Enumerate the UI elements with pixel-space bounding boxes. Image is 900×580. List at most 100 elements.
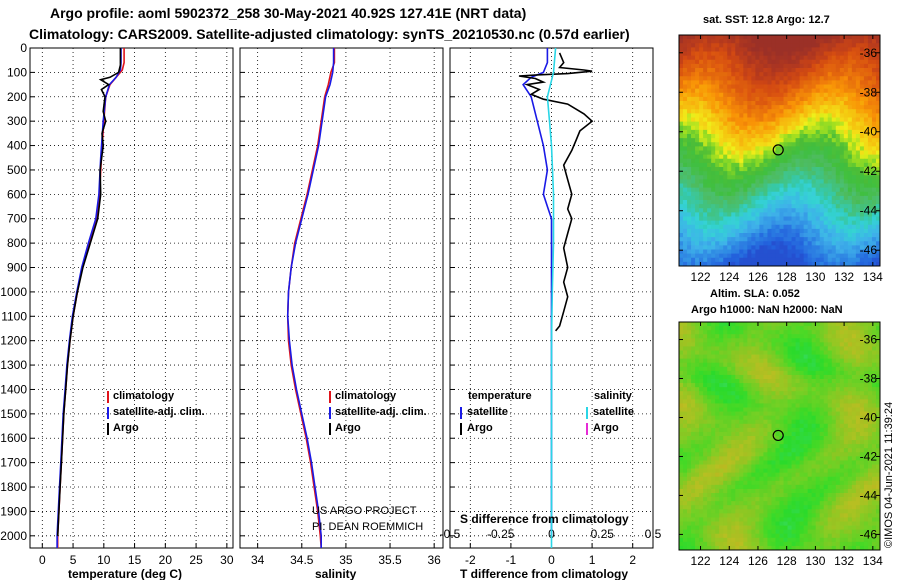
heatmap-cell [699,407,704,412]
heatmap-cell [783,212,788,217]
heatmap-cell [767,346,772,351]
heatmap-cell [827,436,833,441]
heatmap-cell [783,109,788,114]
heatmap-cell [715,191,720,197]
heatmap-cell [783,334,788,339]
heatmap-cell [711,411,716,417]
heatmap-cell [795,245,800,250]
heatmap-cell [719,200,724,205]
heatmap-cell [707,358,712,364]
heatmap-cell [827,109,833,114]
heatmap-cell [707,117,712,123]
heatmap-cell [679,423,684,429]
heatmap-cell [867,338,873,343]
heatmap-cell [707,399,712,404]
heatmap-cell [831,444,837,449]
heatmap-cell [819,362,825,368]
heatmap-cell [787,326,792,331]
heatmap-cell [839,121,845,127]
heatmap-cell [751,59,756,65]
heatmap-cell [867,411,873,417]
heatmap-cell [731,76,736,81]
heatmap-cell [799,195,805,201]
heatmap-cell [847,204,853,209]
heatmap-cell [735,245,740,250]
heatmap-cell [775,423,780,429]
heatmap-cell [727,403,732,408]
heatmap-cell [691,191,696,197]
heatmap-cell [843,346,849,351]
heatmap-cell [703,92,708,98]
heatmap-cell [715,431,720,437]
heatmap-cell [819,63,825,69]
heatmap-cell [839,138,845,143]
heatmap-cell [695,142,700,147]
heatmap-cell [803,105,809,110]
heatmap-cell [863,440,869,445]
heatmap-cell [835,346,841,351]
heatmap-cell [811,51,817,57]
heatmap-cell [787,366,792,372]
heatmap-cell [719,63,724,69]
heatmap-cell [863,224,869,230]
heatmap-cell [739,162,744,168]
heatmap-cell [783,407,788,412]
heatmap-cell [783,63,788,69]
heatmap-cell [775,452,780,457]
heatmap-cell [859,411,865,417]
heatmap-cell [719,330,724,335]
heatmap-cell [871,241,877,246]
heatmap-cell [819,216,825,222]
heatmap-cell [699,84,704,90]
heatmap-cell [703,179,708,184]
heatmap-cell [695,322,700,327]
heatmap-cell [783,427,788,433]
heatmap-cell [687,68,692,73]
heatmap-cell [795,342,800,347]
heatmap-cell [827,51,833,57]
heatmap-cell [715,346,720,351]
heatmap-cell [855,55,861,61]
heatmap-cell [775,448,780,453]
heatmap-cell [779,216,784,222]
heatmap-cell [735,241,740,246]
heatmap-cell [875,105,881,110]
heatmap-cell [683,326,688,331]
heatmap-cell [739,358,744,364]
heatmap-cell [811,216,817,222]
heatmap-cell [843,154,849,160]
heatmap-cell [755,138,760,143]
heatmap-cell [831,35,837,40]
heatmap-cell [787,59,792,65]
heatmap-cell [855,362,861,368]
heatmap-cell [759,183,764,189]
heatmap-cell [783,204,788,209]
heatmap-cell [803,208,809,213]
heatmap-cell [807,117,813,123]
heatmap-cell [775,395,780,400]
heatmap-cell [751,233,756,238]
heatmap-cell [679,249,684,255]
heatmap-cell [823,464,829,469]
heatmap-cell [779,395,784,400]
heatmap-cell [743,224,748,230]
heatmap-cell [755,142,760,147]
heatmap-cell [783,411,788,417]
heatmap-cell [751,101,756,106]
heatmap-cell [751,175,756,180]
heatmap-cell [783,436,788,441]
heatmap-cell [831,370,837,376]
heatmap-cell [763,411,768,417]
heatmap-cell [787,249,792,255]
heatmap-cell [775,383,780,388]
heatmap-cell [839,113,845,118]
heatmap-cell [759,212,764,217]
heatmap-cell [851,391,857,396]
depth-tick-label: 400 [7,139,27,153]
heatmap-cell [851,436,857,441]
heatmap-cell [875,224,881,230]
heatmap-cell [863,427,869,433]
heatmap-cell [799,448,805,453]
heatmap-cell [791,208,796,213]
heatmap-cell [763,142,768,147]
